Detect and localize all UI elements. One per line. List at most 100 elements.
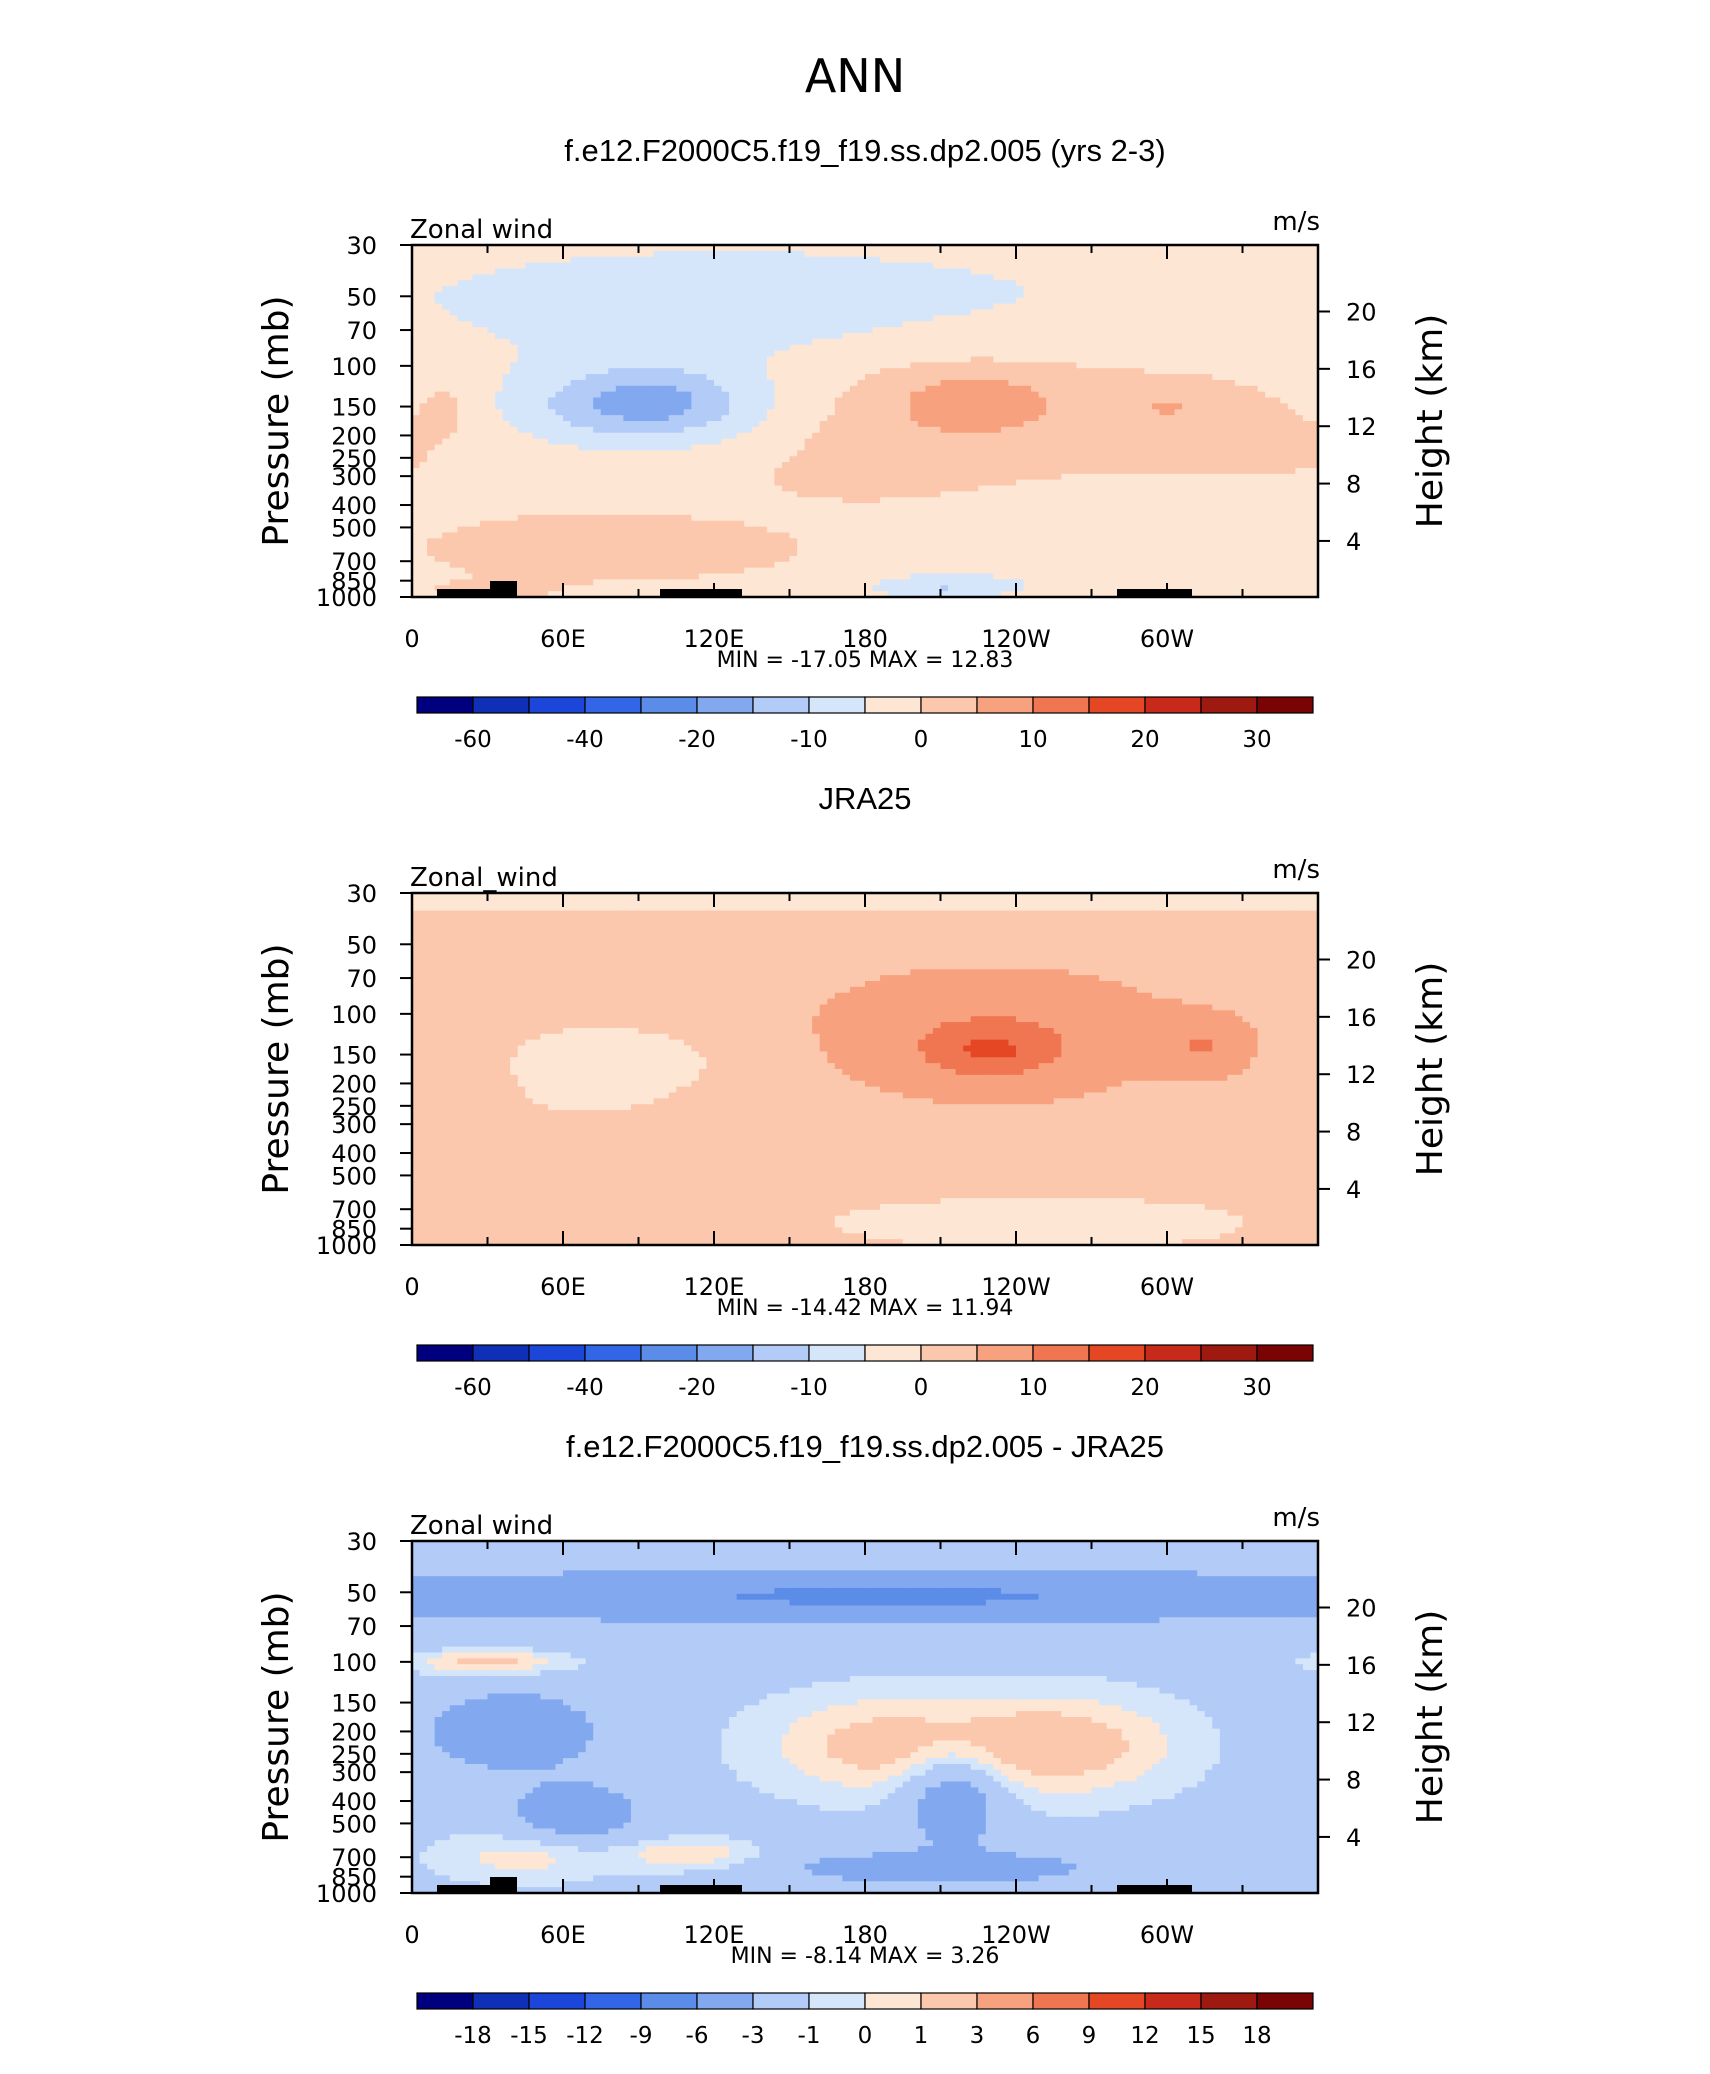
contour-cell [578,280,587,287]
contour-cell [585,426,594,434]
contour-cell [1167,432,1176,440]
contour-cell [630,309,640,316]
contour-cell [442,368,451,375]
contour-cell [910,274,919,281]
contour-cell [721,379,730,387]
contour-cell [532,368,541,375]
contour-cell [547,268,557,275]
contour-cell [978,374,987,381]
contour-cell [555,426,564,434]
contour-cell [872,473,881,481]
contour-cell [495,368,504,375]
contour-cell [427,333,436,340]
contour-cell [1121,362,1130,369]
contour-cell [1250,280,1259,287]
contour-cell [630,444,640,451]
contour-cell [525,403,534,410]
contour-cell [578,338,587,346]
contour-cell [1076,456,1085,463]
contour-cell [1114,321,1123,328]
contour-cell [1257,479,1266,487]
contour-cell [736,368,745,375]
contour-cell [1250,368,1259,375]
contour-cell [1114,333,1123,340]
contour-cell [1159,374,1168,381]
contour-cell [638,362,647,369]
contour-cell [1219,303,1228,311]
contour-cell [653,327,662,334]
contour-cell [434,403,443,410]
main-title: ANN [805,49,905,103]
contour-cell [1083,350,1093,358]
contour-cell [970,473,979,481]
contour-cell [1310,262,1319,270]
contour-cell [993,368,1002,375]
contour-cell [510,362,519,369]
contour-cell [472,467,481,475]
contour-cell [532,450,541,457]
contour-cell [1227,309,1236,316]
contour-cell [736,303,745,311]
contour-cell [751,362,760,369]
contour-cell [1091,333,1100,340]
contour-cell [865,462,874,469]
contour-cell [1061,432,1070,440]
contour-cell [495,444,504,451]
contour-cell [608,356,617,363]
contour-cell [1189,409,1198,416]
contour-cell [1167,403,1176,410]
contour-cell [540,403,549,410]
contour-cell [1167,479,1176,487]
contour-cell [653,397,662,404]
contour-cell [1280,297,1289,305]
contour-cell [1212,321,1221,328]
contour-cell [834,303,843,311]
contour-cell [1144,385,1153,393]
contour-cell [729,485,738,492]
contour-cell [1076,421,1085,428]
contour-cell [1227,256,1236,264]
contour-cell [1061,250,1070,258]
contour-cell [1295,438,1304,446]
contour-cell [1091,456,1100,463]
contour-cell [449,456,458,463]
contour-cell [1227,315,1236,322]
contour-cell [1242,333,1251,340]
contour-cell [849,350,859,358]
contour-cell [600,291,609,299]
contour-cell [948,291,957,299]
contour-cell [630,344,640,352]
contour-cell [797,321,806,328]
contour-cell [910,379,919,387]
contour-cell [1280,403,1289,410]
contour-cell [880,327,889,334]
contour-cell [563,315,572,322]
contour-cell [698,268,708,275]
contour-cell [978,444,987,451]
contour-cell [1083,256,1093,264]
contour-cell [1083,409,1093,416]
contour-cell [487,368,496,375]
contour-cell [600,333,609,340]
contour-cell [1106,462,1115,469]
contour-cell [759,450,768,457]
contour-cell [1031,438,1040,446]
contour-cell [1016,274,1025,281]
contour-cell [736,391,745,399]
contour-cell [517,409,526,416]
contour-cell [427,338,436,346]
contour-cell [759,297,768,305]
contour-cell [661,415,670,422]
contour-cell [1099,426,1108,434]
contour-cell [714,421,723,428]
contour-cell [517,309,526,316]
contour-cell [849,256,859,264]
contour-cell [978,268,987,275]
contour-cell [849,338,859,346]
contour-cell [902,297,911,305]
contour-cell [1000,262,1010,270]
contour-cell [570,385,579,393]
contour-cell [1167,250,1176,258]
contour-cell [479,291,489,299]
contour-cell [1182,350,1191,358]
